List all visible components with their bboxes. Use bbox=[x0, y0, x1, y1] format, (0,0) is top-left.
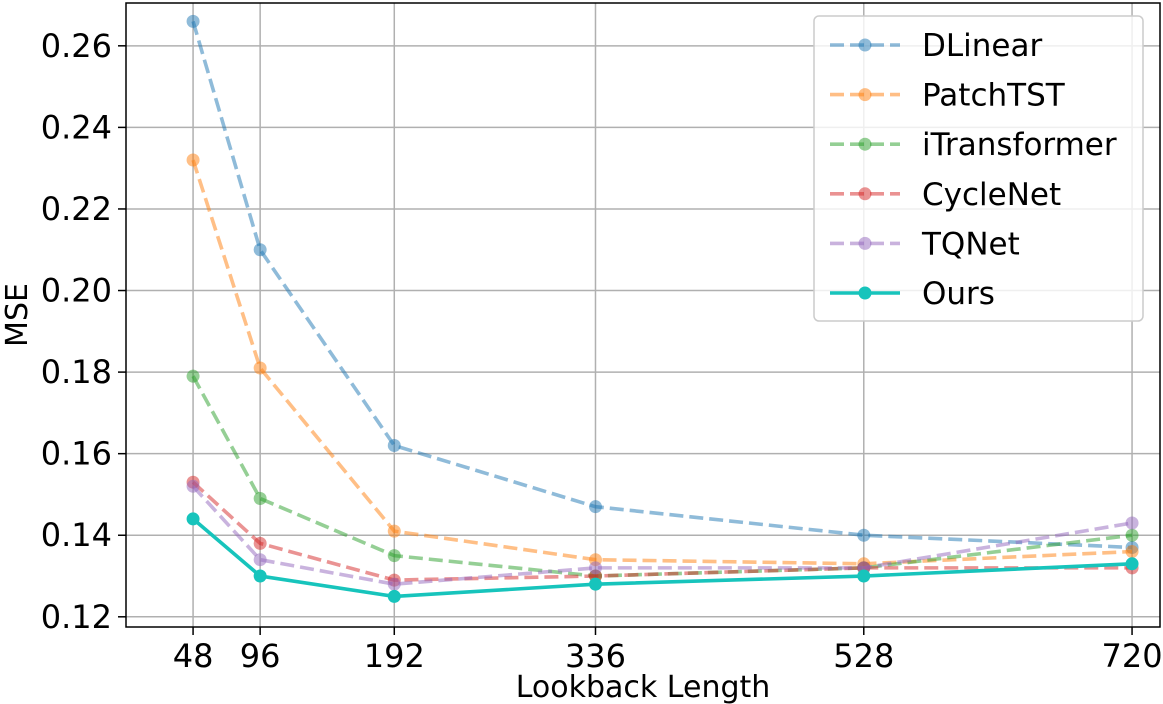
x-tick-label: 96 bbox=[240, 637, 281, 675]
data-point bbox=[387, 549, 401, 563]
legend-marker bbox=[858, 88, 872, 102]
x-tick-label: 48 bbox=[173, 637, 214, 675]
data-point bbox=[1125, 528, 1139, 542]
y-tick-label: 0.14 bbox=[41, 516, 112, 554]
y-tick-label: 0.16 bbox=[41, 435, 112, 473]
series-line bbox=[191, 480, 1133, 582]
data-point bbox=[857, 528, 871, 542]
legend-label: DLinear bbox=[922, 28, 1042, 64]
y-tick-label: 0.24 bbox=[41, 108, 112, 146]
data-point bbox=[186, 369, 200, 383]
data-point bbox=[186, 512, 200, 526]
data-point bbox=[186, 14, 200, 28]
data-point bbox=[387, 589, 401, 603]
y-tick-label: 0.20 bbox=[41, 272, 112, 310]
y-tick-label: 0.12 bbox=[41, 598, 112, 636]
data-point bbox=[186, 153, 200, 167]
series-ours bbox=[186, 512, 1139, 603]
series-tqnet bbox=[186, 479, 1139, 591]
series-layer bbox=[186, 14, 1139, 603]
data-point bbox=[253, 243, 267, 257]
series-line bbox=[191, 20, 1133, 550]
data-point bbox=[387, 439, 401, 453]
legend: DLinear PatchTST iTransformer CycleNet TQNet… bbox=[813, 15, 1144, 322]
x-tick-label: 192 bbox=[364, 637, 425, 675]
data-point bbox=[387, 524, 401, 538]
legend-marker bbox=[858, 38, 872, 52]
legend-marker bbox=[858, 236, 872, 250]
y-tick-label: 0.22 bbox=[41, 190, 112, 228]
legend-marker bbox=[858, 137, 872, 151]
legend-marker bbox=[858, 187, 872, 201]
legend-label: CycleNet bbox=[922, 177, 1061, 213]
data-point bbox=[1125, 545, 1139, 559]
legend-item-patchtst: PatchTST bbox=[830, 78, 1066, 114]
data-point bbox=[253, 361, 267, 375]
x-axis-label: Lookback Length bbox=[516, 670, 771, 704]
data-point bbox=[588, 500, 602, 514]
legend-label: iTransformer bbox=[922, 127, 1117, 163]
y-axis-label: MSE bbox=[0, 283, 35, 347]
data-point bbox=[588, 577, 602, 591]
data-point bbox=[253, 569, 267, 583]
data-point bbox=[857, 569, 871, 583]
x-tick-label: 336 bbox=[565, 637, 626, 675]
y-tick-label: 0.26 bbox=[41, 27, 112, 65]
data-point bbox=[186, 479, 200, 493]
series-line bbox=[191, 517, 1133, 599]
legend-item-dlinear: DLinear bbox=[830, 28, 1042, 64]
ticks: 48 96 192 336 528 720 0.12 0.14 0.16 0.18 0.20 0.22… bbox=[41, 27, 1163, 675]
legend-item-itransformer: iTransformer bbox=[830, 127, 1117, 163]
legend-label: Ours bbox=[922, 276, 995, 312]
legend-item-ours: Ours bbox=[830, 276, 995, 312]
x-tick-label: 528 bbox=[833, 637, 894, 675]
legend-label: PatchTST bbox=[922, 78, 1066, 114]
legend-label: TQNet bbox=[921, 226, 1020, 262]
x-tick-label: 720 bbox=[1102, 637, 1163, 675]
data-point bbox=[1125, 516, 1139, 530]
data-point bbox=[588, 561, 602, 575]
series-line bbox=[191, 485, 1133, 586]
legend-item-cyclenet: CycleNet bbox=[830, 177, 1061, 213]
legend-item-tqnet: TQNet bbox=[830, 226, 1020, 262]
data-point bbox=[253, 492, 267, 506]
y-tick-label: 0.18 bbox=[41, 353, 112, 391]
legend-marker bbox=[858, 286, 872, 300]
plot-frame bbox=[125, 2, 1161, 628]
data-point bbox=[253, 553, 267, 567]
data-point bbox=[253, 536, 267, 550]
data-point bbox=[1125, 557, 1139, 571]
data-point bbox=[387, 577, 401, 591]
series-line bbox=[191, 375, 1133, 578]
series-itransformer bbox=[186, 369, 1139, 583]
